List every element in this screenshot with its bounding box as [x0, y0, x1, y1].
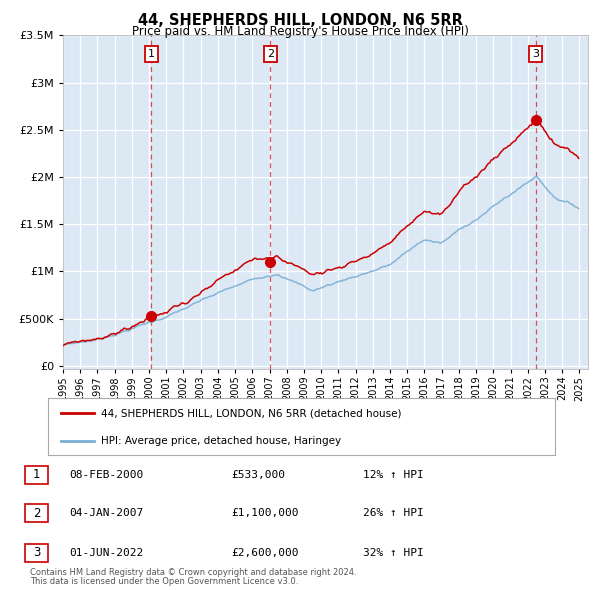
Text: 44, SHEPHERDS HILL, LONDON, N6 5RR: 44, SHEPHERDS HILL, LONDON, N6 5RR [137, 13, 463, 28]
Text: 2: 2 [267, 50, 274, 59]
Text: 04-JAN-2007: 04-JAN-2007 [69, 509, 143, 518]
Text: 3: 3 [33, 546, 40, 559]
FancyBboxPatch shape [25, 466, 48, 484]
Text: 08-FEB-2000: 08-FEB-2000 [69, 470, 143, 480]
Text: 44, SHEPHERDS HILL, LONDON, N6 5RR (detached house): 44, SHEPHERDS HILL, LONDON, N6 5RR (deta… [101, 408, 402, 418]
Text: HPI: Average price, detached house, Haringey: HPI: Average price, detached house, Hari… [101, 436, 341, 446]
Text: Price paid vs. HM Land Registry's House Price Index (HPI): Price paid vs. HM Land Registry's House … [131, 25, 469, 38]
FancyBboxPatch shape [25, 544, 48, 562]
Text: 32% ↑ HPI: 32% ↑ HPI [363, 548, 424, 558]
Text: 26% ↑ HPI: 26% ↑ HPI [363, 509, 424, 518]
Text: £1,100,000: £1,100,000 [231, 509, 299, 518]
Text: 12% ↑ HPI: 12% ↑ HPI [363, 470, 424, 480]
Text: 3: 3 [532, 50, 539, 59]
Text: 2: 2 [33, 507, 40, 520]
Text: This data is licensed under the Open Government Licence v3.0.: This data is licensed under the Open Gov… [30, 578, 298, 586]
Text: 01-JUN-2022: 01-JUN-2022 [69, 548, 143, 558]
Text: 1: 1 [33, 468, 40, 481]
Text: £2,600,000: £2,600,000 [231, 548, 299, 558]
Text: £533,000: £533,000 [231, 470, 285, 480]
Text: 1: 1 [148, 50, 155, 59]
FancyBboxPatch shape [25, 504, 48, 523]
Text: Contains HM Land Registry data © Crown copyright and database right 2024.: Contains HM Land Registry data © Crown c… [30, 568, 356, 577]
